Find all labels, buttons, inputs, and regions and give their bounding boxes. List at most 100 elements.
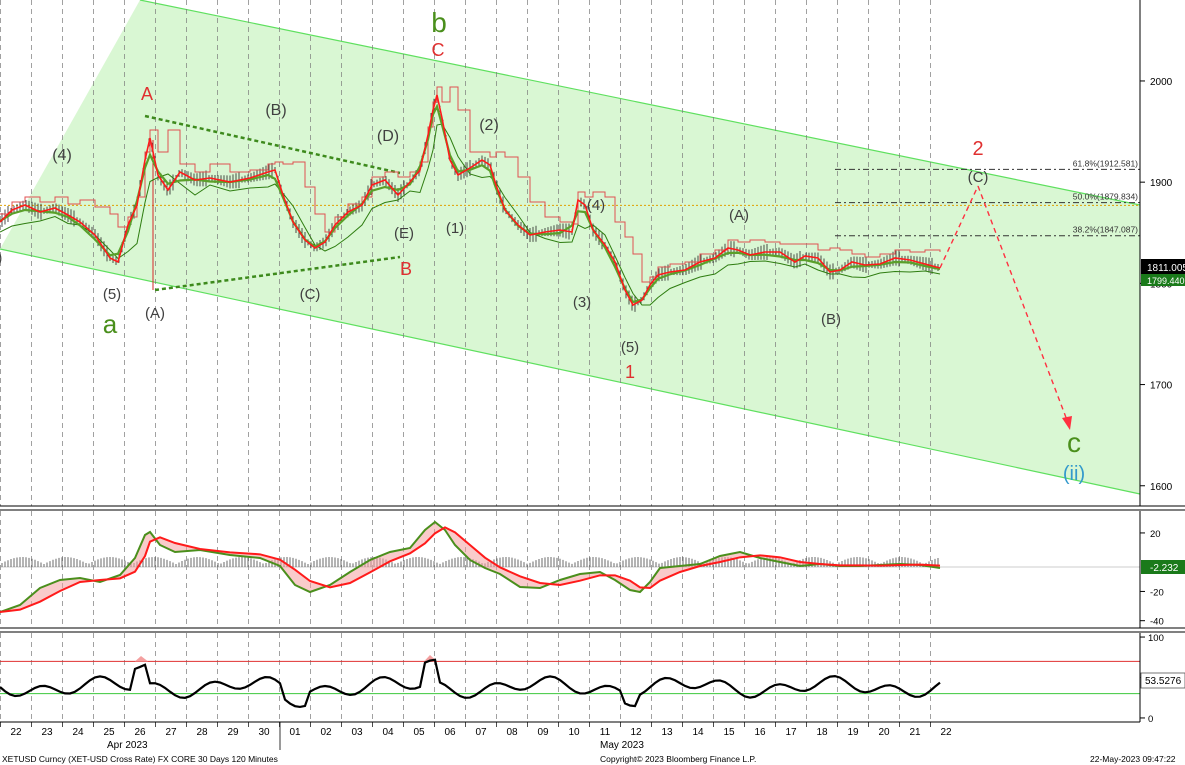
y-tick-label: 1600: [1150, 482, 1173, 493]
x-tick-label: 02: [320, 727, 332, 738]
wave-label: (B): [821, 311, 841, 328]
elliott-wave-labels: bC A (B) (4) (D) (2) (5) a (A) (C) (E) B (1) (4) (3) (5…: [0, 7, 1085, 485]
rsi-panel: 100500 53.5276: [0, 633, 1185, 725]
x-tick-label: 08: [506, 727, 518, 738]
x-tick-label: 14: [692, 727, 704, 738]
wave-label: ): [0, 249, 2, 265]
fib-level-label: 38.2%(1847.087): [1073, 225, 1138, 235]
wave-label: (5): [621, 339, 639, 356]
x-tick-label: 17: [785, 727, 797, 738]
wave-label: (C): [300, 286, 321, 303]
x-tick-label: 11: [600, 727, 611, 738]
wave-label: (5): [103, 286, 121, 303]
wave-label: 1: [625, 362, 635, 382]
macd-panel: 20 -20 -40 -2.232: [0, 511, 1185, 628]
rsi-last-box: [1140, 672, 1185, 689]
x-tick-label: 10: [568, 727, 580, 738]
x-tick-label: 07: [475, 727, 487, 738]
rsi-line: [0, 658, 941, 709]
x-tick-label: 15: [723, 727, 735, 738]
wave-label: A: [141, 84, 153, 104]
wave-label: 2: [972, 138, 983, 160]
wave-label: C: [432, 40, 445, 60]
secondary-price-box: [1141, 274, 1185, 286]
channel-lower-line: [0, 248, 1141, 495]
last-price-box: [1141, 259, 1185, 275]
macd-last-box: [1141, 560, 1185, 574]
wave-label: (B): [265, 102, 286, 119]
x-tick-label: 09: [537, 727, 549, 738]
wave-label: (D): [377, 128, 399, 145]
vertical-grid: [0, 0, 931, 506]
rsi-vertical-grid: [0, 633, 931, 722]
projection-wave-2: [939, 185, 979, 269]
wave-label: (3): [573, 294, 591, 311]
y-tick-label: 2000: [1150, 77, 1173, 88]
projection-wave-c: [977, 185, 1071, 429]
rsi-extreme-fill: [135, 655, 437, 662]
macd-line: [0, 520, 941, 613]
wave-label: (1): [446, 220, 464, 237]
month-label-may: May 2023: [600, 740, 644, 751]
rsi-overbought-fill: [135, 656, 148, 662]
price-channel: [0, 0, 1140, 494]
wave-label: (A): [145, 305, 165, 322]
wave-label: (A): [729, 207, 749, 224]
secondary-price-label: 1799.440: [1147, 276, 1185, 286]
footer-timestamp: 22-May-2023 09:47:22: [1090, 754, 1176, 764]
x-tick-label: 03: [351, 727, 363, 738]
price-panel: 61.8%(1912.581) 50.0%(1879.834) 38.2%(1847…: [0, 0, 1185, 506]
y-tick-label: 1900: [1150, 178, 1173, 189]
wave-label: (C): [968, 169, 989, 186]
x-tick-label: 23: [41, 727, 53, 738]
x-tick-label: 04: [382, 727, 394, 738]
month-label-april: Apr 2023: [107, 740, 148, 751]
x-tick-label: 19: [847, 727, 859, 738]
price-line: [0, 94, 941, 307]
fib-level-label: 50.0%(1879.834): [1073, 192, 1138, 202]
triangle-lower-trendline: [154, 255, 401, 292]
x-tick-label: 20: [878, 727, 890, 738]
x-tick-label: 30: [258, 727, 270, 738]
wave-label: (4): [587, 197, 605, 214]
x-tick-label: 01: [289, 727, 301, 738]
x-tick-label: 06: [444, 727, 456, 738]
wave-label: (2): [479, 117, 499, 134]
macd-last-label: -2.232: [1150, 563, 1179, 574]
macd-signal-line: [0, 526, 941, 613]
projection-arrowhead: [1062, 416, 1072, 430]
x-tick-label: 05: [413, 727, 425, 738]
x-tick-label: 29: [227, 727, 239, 738]
x-tick-label: 21: [909, 727, 921, 738]
slow-moving-average-line: [0, 123, 941, 306]
rsi-last-label: 53.5276: [1145, 676, 1182, 687]
x-tick-label: 13: [661, 727, 673, 738]
y-tick-label: 20: [1150, 529, 1161, 540]
wave-label: b: [431, 7, 447, 38]
last-price-label: 1811.005: [1147, 263, 1185, 274]
wave-label: (4): [52, 147, 72, 164]
staircase-average-line: [0, 86, 941, 283]
x-tick-label: 28: [196, 727, 208, 738]
wave-label: B: [400, 259, 412, 279]
macd-axis-ticks: 20 -20 -40: [1140, 529, 1164, 628]
x-tick-label: 16: [754, 727, 766, 738]
fibonacci-levels: 61.8%(1912.581) 50.0%(1879.834) 38.2%(1847…: [835, 158, 1140, 237]
y-tick-label: 1700: [1150, 381, 1173, 392]
x-tick-label: 22: [10, 727, 22, 738]
x-tick-label: 22: [940, 727, 952, 738]
y-tick-label: -20: [1150, 587, 1164, 598]
wave-label: (ii): [1063, 463, 1085, 485]
wave-label: (E): [394, 225, 414, 242]
x-tick-label: 27: [165, 727, 177, 738]
macd-vertical-grid: [0, 511, 931, 628]
wave-label: a: [103, 309, 118, 339]
y-tick-label: 100: [1148, 633, 1164, 644]
y-tick-label: 0: [1148, 714, 1153, 725]
x-tick-label: 24: [72, 727, 84, 738]
x-tick-label: 12: [630, 727, 642, 738]
channel-upper-line: [139, 0, 1141, 206]
x-tick-label: 25: [103, 727, 115, 738]
triangle-upper-trendline: [144, 114, 401, 175]
